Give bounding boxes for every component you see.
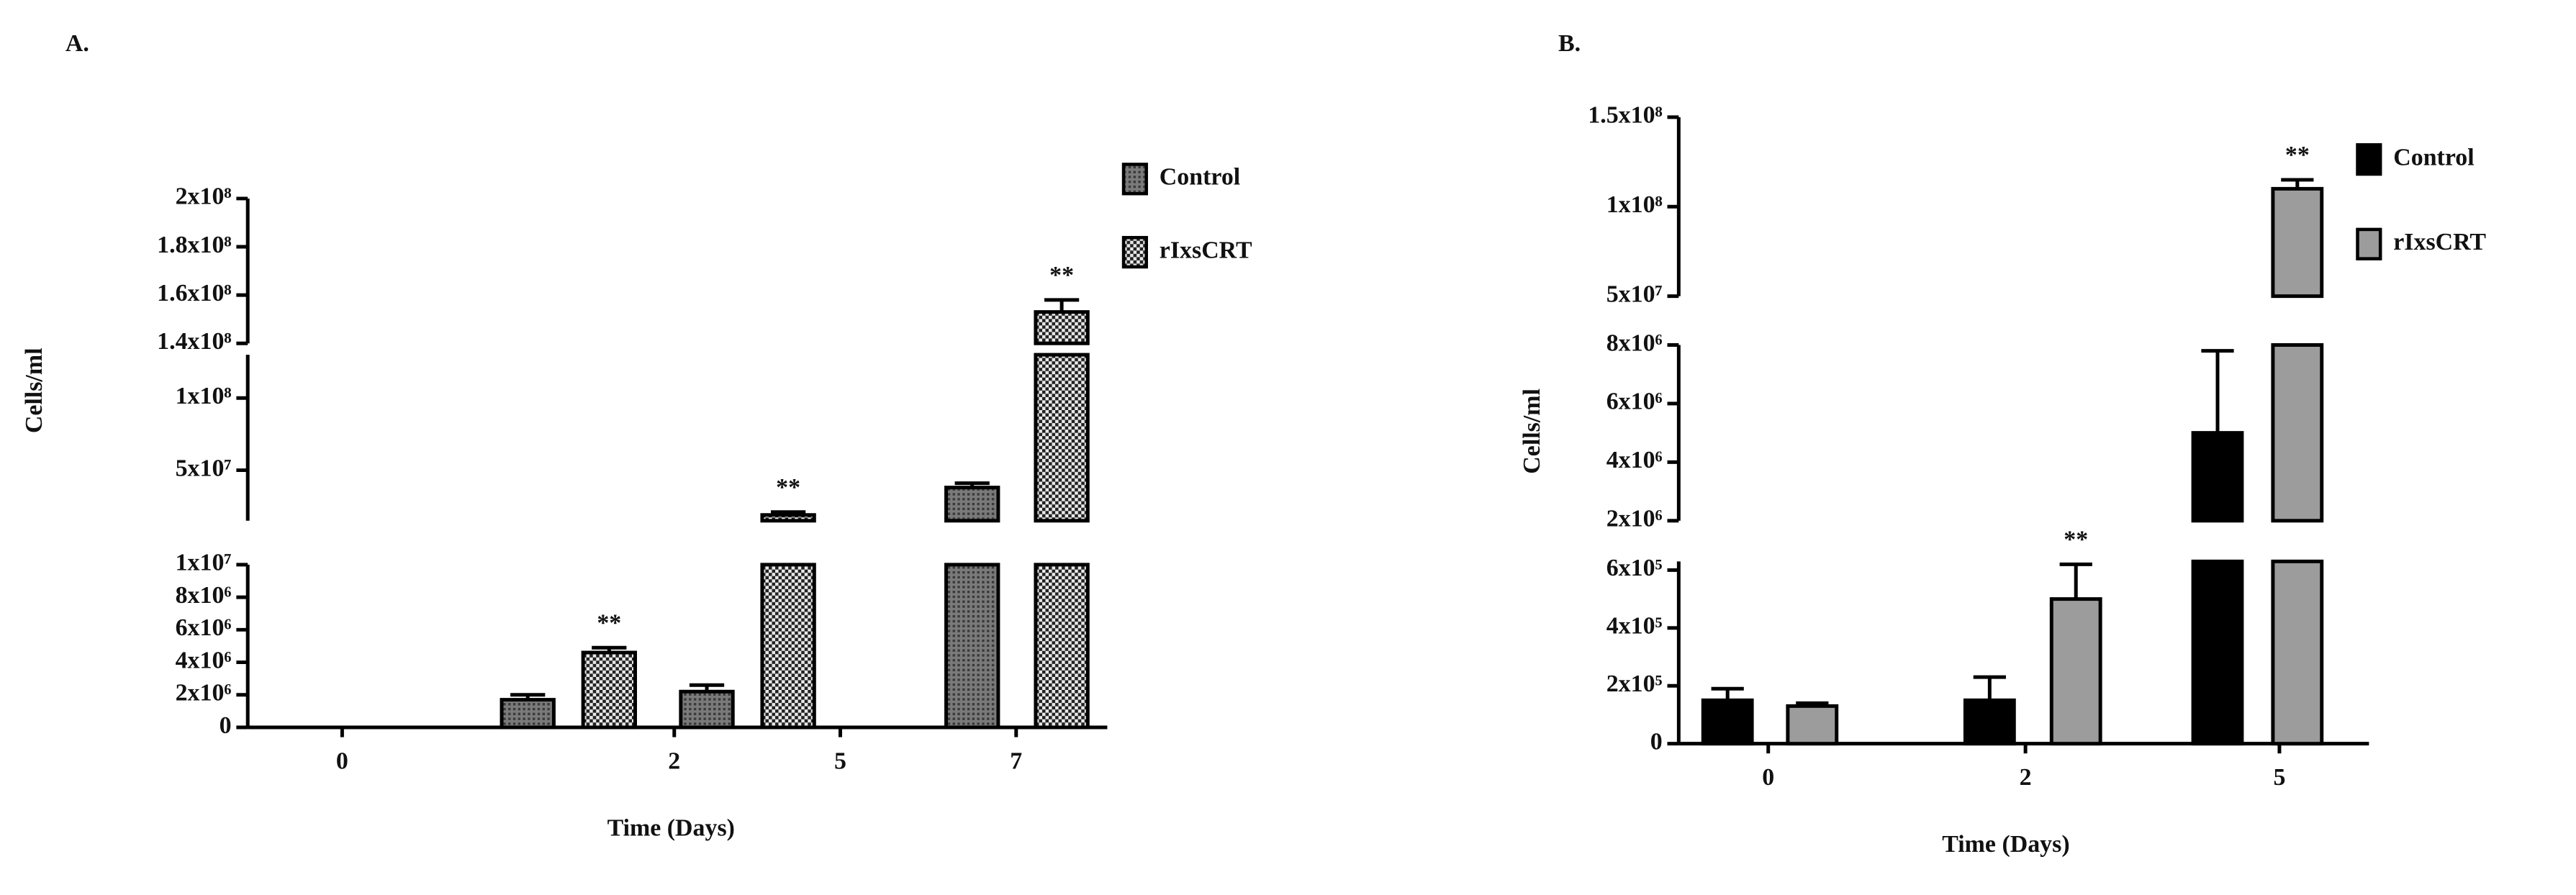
y-tick-label: 1.5x10⁸ [1588,102,1662,129]
error-bar [2059,562,2092,599]
x-tick-label: 2 [2020,764,2032,791]
bar [581,650,637,730]
legend-swatch [1121,235,1148,269]
bar [2191,431,2244,523]
significance-label: ** [597,609,621,636]
y-tick-label: 1x10⁷ [176,550,232,576]
x-axis-label: Time (Days) [607,814,735,841]
bar [679,689,735,730]
bar [2271,343,2324,523]
bar [1034,310,1090,345]
error-bar [592,645,627,653]
bar [944,486,1000,523]
bar [2049,597,2102,746]
error-bar [1796,701,1829,707]
panel-label: B. [1558,30,1581,57]
legend-swatch [1121,163,1148,196]
y-tick-label: 4x10⁶ [176,647,232,673]
y-tick-label: 2x10⁶ [176,680,232,707]
legend-label: rIxsCRT [2393,229,2486,255]
error-bar [2201,349,2234,433]
x-tick-label: 5 [2273,764,2285,791]
bar [944,563,1000,730]
y-tick-label: 2x10⁶ [1606,506,1663,532]
legend-label: rIxsCRT [1160,237,1252,263]
bar [500,698,556,730]
bar [2191,559,2244,746]
significance-label: ** [1049,262,1074,289]
y-tick-label: 2x10⁵ [1606,671,1663,697]
error-bar [2281,178,2314,189]
y-tick-label: 0 [220,712,232,739]
bar [760,513,816,523]
legend-label: Control [2393,144,2474,171]
y-tick-label: 1.6x10⁸ [157,280,231,306]
bar [2271,559,2324,746]
y-tick-label: 0 [1650,728,1663,755]
y-tick-label: 6x10⁶ [176,614,232,641]
y-tick-label: 5x10⁷ [1606,281,1663,307]
bar [2271,186,2324,299]
bar [1963,698,2016,746]
error-bar [770,510,806,515]
error-bar [1711,686,1744,701]
x-tick-label: 7 [1010,748,1022,775]
panel: A. Cells/ml Time (Days) 0 2x10⁶ 4x10⁶ 6x10⁶ 8x1… [21,30,1252,841]
y-tick-label: 5x10⁷ [176,455,232,481]
bar [1786,704,1839,746]
bar [1034,353,1090,523]
bar [1701,698,1754,746]
y-tick-label: 1x10⁸ [176,383,232,409]
error-bar [1044,298,1080,312]
bar [1034,563,1090,730]
x-tick-label: 2 [668,748,680,775]
y-tick-label: 1.8x10⁸ [157,232,231,258]
error-bar [510,693,546,700]
panel: B. Cells/ml Time (Days) 0 2x10⁵ 4x10⁵ 6x10⁵ 2x1… [1519,30,2487,858]
legend-label: Control [1160,164,1240,191]
y-tick-label: 6x10⁶ [1606,389,1663,415]
error-bar [954,481,990,488]
x-tick-label: 0 [1762,764,1774,791]
panel-label: A. [65,30,89,57]
error-bar [1973,675,2006,701]
y-tick-label: 1.4x10⁸ [157,328,231,355]
y-tick-label: 8x10⁶ [1606,330,1663,356]
significance-label: ** [776,474,800,501]
y-tick-label: 1x10⁸ [1606,191,1663,218]
y-tick-label: 4x10⁶ [1606,447,1663,473]
x-tick-label: 5 [834,748,846,775]
legend-swatch [2356,143,2382,176]
legend-swatch [2356,227,2382,260]
y-tick-label: 6x10⁵ [1606,555,1663,581]
x-axis-label: Time (Days) [1942,831,2069,858]
bar [760,563,816,730]
significance-label: ** [2285,142,2310,168]
y-tick-label: 4x10⁵ [1606,613,1663,640]
x-tick-label: 0 [336,748,348,775]
error-bar [689,683,725,692]
y-axis-label: Cells/ml [21,348,48,434]
significance-label: ** [2064,526,2088,553]
y-axis-label: Cells/ml [1519,389,1545,474]
y-tick-label: 8x10⁶ [176,582,232,609]
y-tick-label: 2x10⁸ [176,183,232,210]
